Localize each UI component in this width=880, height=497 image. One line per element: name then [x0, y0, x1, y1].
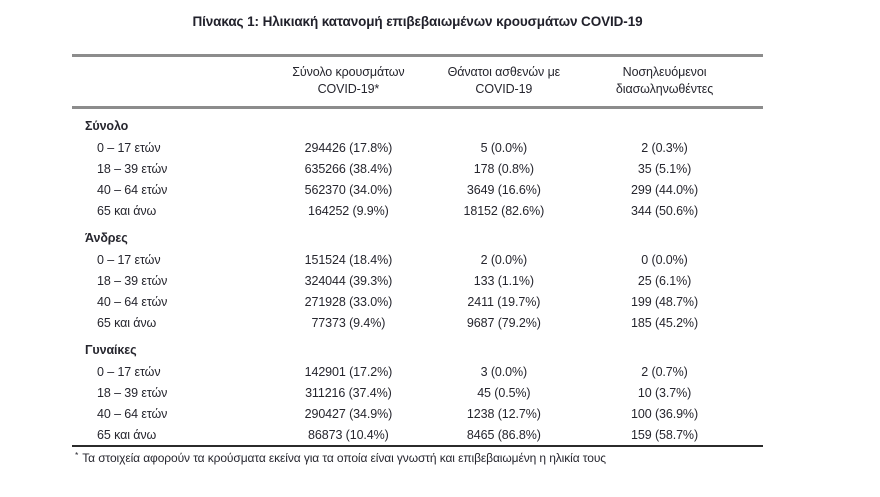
footnote-text: Τα στοιχεία αφορούν τα κρούσματα εκείνα …	[82, 451, 606, 465]
column-header-line: διασωληνωθέντες	[615, 82, 714, 96]
table-row: 40 – 64 ετών 271928 (33.0%) 2411 (19.7%)…	[72, 291, 763, 312]
cases-value: 164252 (9.9%)	[308, 203, 389, 218]
table-row: 65 και άνω 77373 (9.4%) 9687 (79.2%) 185…	[72, 312, 763, 333]
deaths-value: 9687 (79.2%)	[466, 315, 541, 330]
data-table: Σύνολο κρουσμάτων COVID-19* Θάνατοι ασθε…	[72, 54, 763, 447]
column-header-line: Σύνολο κρουσμάτων	[292, 65, 405, 79]
age-group-label: 0 – 17 ετών	[97, 140, 161, 155]
column-header-line: Νοσηλευόμενοι	[622, 65, 707, 79]
column-header-deaths: Θάνατοι ασθενών με COVID-19	[441, 55, 567, 109]
intubated-value: 100 (36.9%)	[631, 406, 699, 421]
intubated-value: 10 (3.7%)	[637, 385, 692, 400]
age-group-label: 0 – 17 ετών	[97, 252, 161, 267]
age-group-label: 18 – 39 ετών	[97, 385, 168, 400]
age-group-label: 65 και άνω	[97, 315, 157, 330]
deaths-value: 2 (0.0%)	[480, 252, 528, 267]
cases-value: 324044 (39.3%)	[304, 273, 393, 288]
age-group-label: 18 – 39 ετών	[97, 161, 168, 176]
section-header-women: Γυναίκες	[72, 333, 763, 361]
column-header-line: COVID-19*	[317, 82, 380, 96]
age-group-label: 40 – 64 ετών	[97, 182, 168, 197]
age-group-label: 18 – 39 ετών	[97, 273, 168, 288]
table-row: 18 – 39 ετών 324044 (39.3%) 133 (1.1%) 2…	[72, 270, 763, 291]
intubated-value: 0 (0.0%)	[641, 252, 688, 267]
covid-age-distribution-table: Σύνολο κρουσμάτων COVID-19* Θάνατοι ασθε…	[72, 54, 763, 465]
deaths-value: 1238 (12.7%)	[466, 406, 541, 421]
intubated-value: 2 (0.3%)	[641, 140, 688, 155]
deaths-value: 8465 (86.8%)	[466, 427, 541, 442]
deaths-value: 3 (0.0%)	[480, 364, 528, 379]
section-header-label: Άνδρες	[85, 231, 128, 245]
column-header-empty	[72, 55, 256, 109]
deaths-value: 178 (0.8%)	[473, 161, 534, 176]
table-row: 0 – 17 ετών 294426 (17.8%) 5 (0.0%) 2 (0…	[72, 137, 763, 158]
deaths-value: 5 (0.0%)	[480, 140, 528, 155]
age-group-label: 40 – 64 ετών	[97, 294, 168, 309]
table-header: Σύνολο κρουσμάτων COVID-19* Θάνατοι ασθε…	[72, 55, 763, 109]
cases-value: 271928 (33.0%)	[304, 294, 393, 309]
deaths-value: 18152 (82.6%)	[463, 203, 545, 218]
table-row: 0 – 17 ετών 142901 (17.2%) 3 (0.0%) 2 (0…	[72, 361, 763, 382]
age-group-label: 0 – 17 ετών	[97, 364, 161, 379]
column-header-line: Θάνατοι ασθενών με	[447, 65, 561, 79]
cases-value: 86873 (10.4%)	[308, 427, 389, 442]
section-header-label: Σύνολο	[85, 119, 129, 133]
column-header-intubated: Νοσηλευόμενοι διασωληνωθέντες	[566, 55, 763, 109]
column-header-line: COVID-19	[475, 82, 533, 96]
deaths-value: 2411 (19.7%)	[467, 294, 541, 309]
cases-value: 290427 (34.9%)	[304, 406, 393, 421]
age-group-label: 40 – 64 ετών	[97, 406, 168, 421]
deaths-value: 133 (1.1%)	[473, 273, 534, 288]
cases-value: 635266 (38.4%)	[304, 161, 393, 176]
intubated-value: 344 (50.6%)	[631, 203, 699, 218]
cases-value: 142901 (17.2%)	[304, 364, 393, 379]
table-row: 18 – 39 ετών 635266 (38.4%) 178 (0.8%) 3…	[72, 158, 763, 179]
cases-value: 77373 (9.4%)	[311, 315, 386, 330]
cases-value: 151524 (18.4%)	[304, 252, 393, 267]
deaths-value: 3649 (16.6%)	[466, 182, 541, 197]
table-title: Πίνακας 1: Ηλικιακή κατανομή επιβεβαιωμέ…	[192, 14, 643, 29]
table-row: 40 – 64 ετών 562370 (34.0%) 3649 (16.6%)…	[72, 179, 763, 200]
cases-value: 294426 (17.8%)	[304, 140, 393, 155]
age-group-label: 65 και άνω	[97, 427, 157, 442]
table-body: Σύνολο 0 – 17 ετών 294426 (17.8%) 5 (0.0…	[72, 108, 763, 447]
intubated-value: 35 (5.1%)	[637, 161, 692, 176]
footnote-asterisk: *	[75, 450, 79, 460]
intubated-value: 159 (58.7%)	[631, 427, 699, 442]
section-header-total: Σύνολο	[72, 108, 763, 138]
intubated-value: 185 (45.2%)	[631, 315, 699, 330]
intubated-value: 199 (48.7%)	[631, 294, 699, 309]
table-row: 18 – 39 ετών 311216 (37.4%) 45 (0.5%) 10…	[72, 382, 763, 403]
age-group-label: 65 και άνω	[97, 203, 157, 218]
section-header-label: Γυναίκες	[85, 343, 137, 357]
cases-value: 562370 (34.0%)	[304, 182, 393, 197]
column-header-total-cases: Σύνολο κρουσμάτων COVID-19*	[255, 55, 442, 109]
deaths-value: 45 (0.5%)	[477, 385, 531, 400]
table-row: 65 και άνω 86873 (10.4%) 8465 (86.8%) 15…	[72, 424, 763, 446]
cases-value: 311216 (37.4%)	[305, 385, 392, 400]
intubated-value: 25 (6.1%)	[637, 273, 692, 288]
intubated-value: 2 (0.7%)	[641, 364, 688, 379]
section-header-men: Άνδρες	[72, 221, 763, 249]
table-row: 0 – 17 ετών 151524 (18.4%) 2 (0.0%) 0 (0…	[72, 249, 763, 270]
table-row: 40 – 64 ετών 290427 (34.9%) 1238 (12.7%)…	[72, 403, 763, 424]
intubated-value: 299 (44.0%)	[631, 182, 699, 197]
table-row: 65 και άνω 164252 (9.9%) 18152 (82.6%) 3…	[72, 200, 763, 221]
table-footnote: * Τα στοιχεία αφορούν τα κρούσματα εκείνα…	[72, 450, 763, 465]
